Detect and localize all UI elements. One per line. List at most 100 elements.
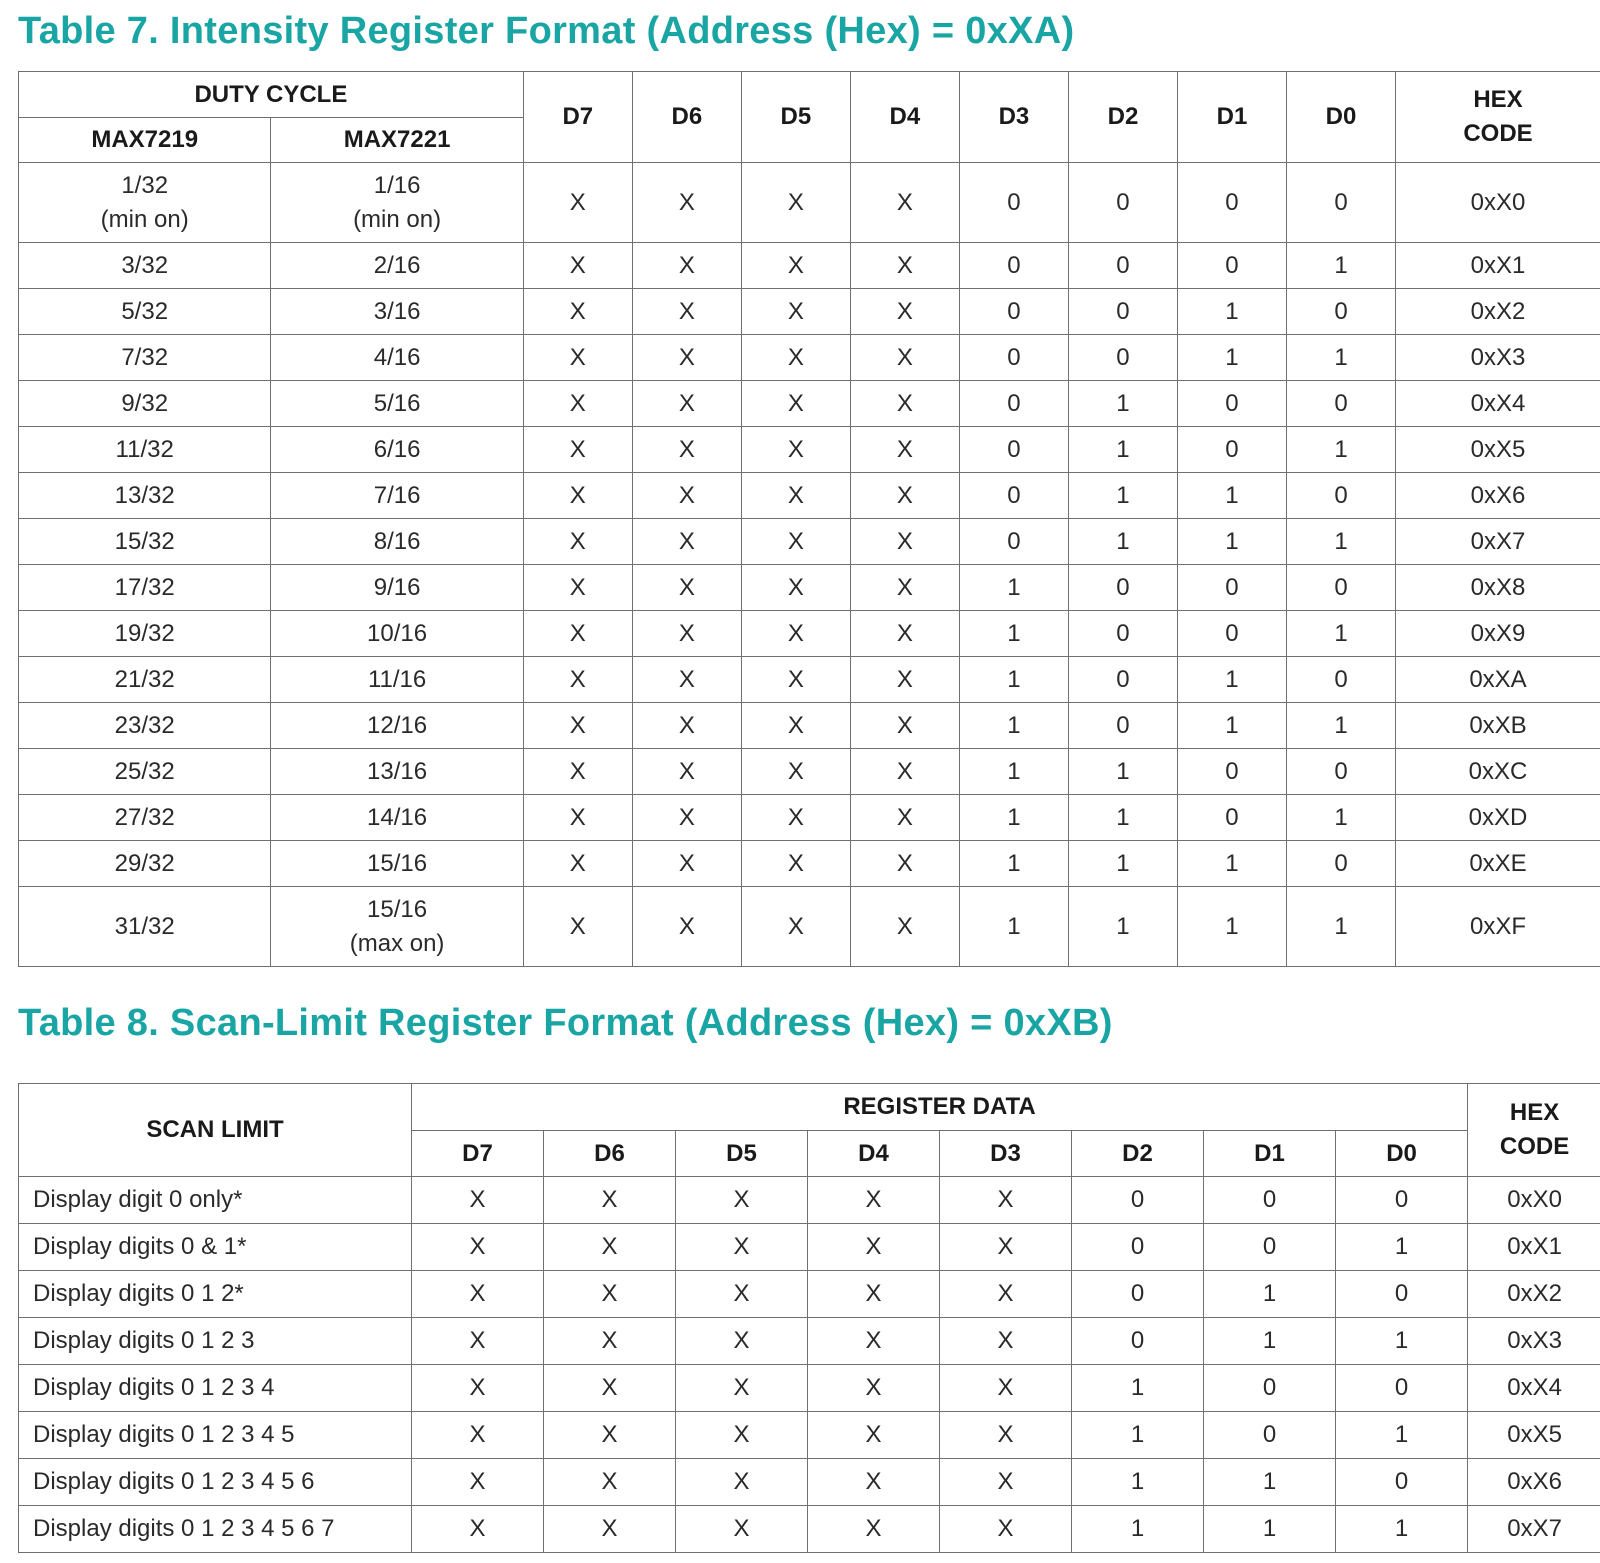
bit-cell-d2: 1 — [1071, 1364, 1204, 1412]
max7219-duty-cell: 29/32 — [17, 840, 272, 887]
bit-cell-d7: X — [411, 1411, 544, 1459]
max7219-duty-cell: 1/32 (min on) — [17, 162, 272, 243]
bit-cell-d0: 0 — [1334, 1176, 1469, 1224]
bit-cell-d7: X — [411, 1270, 544, 1318]
bit-cell-d3: X — [939, 1411, 1072, 1459]
hex-code-cell: 0xX3 — [1467, 1317, 1600, 1365]
max7221-duty-value: 2/16 — [373, 251, 421, 279]
hex-code-header-line2: CODE — [1499, 1133, 1570, 1160]
bit-cell-d3: 1 — [958, 564, 1069, 611]
max7219-duty-value: 1/32 — [121, 171, 169, 199]
duty-cycle-header: DUTY CYCLE — [18, 71, 524, 118]
bit-cell-d1: 0 — [1176, 162, 1288, 243]
max7221-duty-value: 15/16 — [367, 849, 428, 877]
max7219-duty-cell: 19/32 — [17, 610, 272, 657]
max7219-duty-cell: 3/32 — [17, 242, 272, 289]
hex-code-header-line1: HEX — [1473, 86, 1523, 113]
bit-cell-d4: X — [849, 426, 960, 473]
max7219-duty-value: 21/32 — [114, 665, 175, 693]
bit-cell-d6: X — [543, 1458, 676, 1506]
bit-cell-d5: X — [675, 1411, 808, 1459]
scan-limit-label: Display digits 0 1 2 3 4 5 6 — [18, 1458, 412, 1506]
scan-limit-label: Display digits 0 1 2 3 — [18, 1317, 412, 1365]
bit-cell-d7: X — [522, 794, 633, 841]
max7219-duty-value: 27/32 — [114, 803, 175, 831]
max7219-duty-value: 13/32 — [114, 481, 175, 509]
bit-cell-d3: X — [939, 1176, 1072, 1224]
bit-cell-d1: 0 — [1176, 748, 1288, 795]
bit-cell-d3: 1 — [958, 840, 1069, 887]
bit-cell-d0: 0 — [1285, 162, 1397, 243]
hex-code-cell: 0xX3 — [1395, 334, 1600, 381]
max7221-duty-value: 6/16 — [373, 435, 421, 463]
table-row: 17/32 9/16 X X X X 1 0 0 0 0xX8 — [17, 564, 1600, 611]
bit-cell-d3: X — [939, 1270, 1072, 1318]
bit-cell-d2: 0 — [1067, 610, 1178, 657]
bit-cell-d1: 0 — [1203, 1223, 1336, 1271]
max7221-duty-cell: 15/16 — [270, 840, 524, 887]
bit-cell-d1: 1 — [1203, 1317, 1336, 1365]
bit-cell-d4: X — [849, 702, 960, 749]
bit-cell-d5: X — [675, 1317, 808, 1365]
bit-cell-d4: X — [849, 288, 960, 335]
bit-header-d7: D7 — [522, 71, 633, 163]
bit-cell-d1: 1 — [1176, 702, 1288, 749]
bit-cell-d2: 0 — [1067, 242, 1178, 289]
hex-code-cell: 0xX9 — [1395, 610, 1600, 657]
bit-cell-d3: X — [939, 1317, 1072, 1365]
max7221-duty-value: 4/16 — [373, 343, 421, 371]
bit-cell-d5: X — [740, 564, 851, 611]
bit-cell-d3: 0 — [958, 472, 1069, 519]
bit-header-d7: D7 — [411, 1130, 544, 1177]
max7221-duty-cell: 10/16 — [270, 610, 524, 657]
bit-cell-d6: X — [631, 610, 742, 657]
hex-code-cell: 0xX0 — [1467, 1176, 1600, 1224]
bit-cell-d7: X — [522, 288, 633, 335]
bit-cell-d4: X — [849, 472, 960, 519]
bit-cell-d5: X — [675, 1223, 808, 1271]
max7219-duty-value: 11/32 — [115, 435, 174, 463]
bit-cell-d1: 0 — [1176, 380, 1288, 427]
table-row: Display digits 0 1 2 3 4 X X X X X 1 0 0 0xX4 — [18, 1364, 1600, 1412]
max7221-duty-note: (min on) — [353, 205, 442, 233]
bit-cell-d0: 1 — [1285, 334, 1397, 381]
scan-limit-label: Display digits 0 1 2* — [18, 1270, 412, 1318]
table-7-title: Table 7. Intensity Register Format (Addr… — [18, 10, 1075, 52]
max7219-duty-value: 31/32 — [114, 912, 175, 940]
bit-cell-d6: X — [543, 1411, 676, 1459]
bit-cell-d5: X — [740, 840, 851, 887]
scan-limit-label: Display digits 0 & 1* — [18, 1223, 412, 1271]
scan-limit-register-table: SCAN LIMIT REGISTER DATA HEX CODE D7 D6 D… — [18, 1083, 1600, 1553]
bit-cell-d7: X — [411, 1364, 544, 1412]
bit-cell-d0: 1 — [1285, 610, 1397, 657]
table-row: Display digits 0 1 2 3 4 5 6 7 X X X X X 1 1 1 0x… — [18, 1505, 1600, 1553]
bit-cell-d5: X — [740, 794, 851, 841]
bit-cell-d1: 1 — [1176, 334, 1288, 381]
hex-code-cell: 0xX6 — [1395, 472, 1600, 519]
max7221-duty-cell: 3/16 — [270, 288, 524, 335]
bit-cell-d6: X — [631, 518, 742, 565]
bit-cell-d0: 0 — [1285, 564, 1397, 611]
bit-cell-d6: X — [543, 1223, 676, 1271]
max7219-duty-note: (min on) — [100, 205, 189, 233]
hex-code-cell: 0xXB — [1395, 702, 1600, 749]
max7221-duty-cell: 4/16 — [270, 334, 524, 381]
bit-cell-d4: X — [849, 242, 960, 289]
hex-code-cell: 0xX8 — [1395, 564, 1600, 611]
bit-cell-d2: 0 — [1071, 1270, 1204, 1318]
hex-code-header-line2: CODE — [1463, 120, 1533, 147]
bit-cell-d4: X — [849, 656, 960, 703]
bit-cell-d4: X — [807, 1223, 940, 1271]
bit-cell-d4: X — [849, 748, 960, 795]
bit-cell-d0: 0 — [1285, 472, 1397, 519]
bit-cell-d3: 0 — [958, 242, 1069, 289]
bit-cell-d2: 1 — [1067, 840, 1178, 887]
bit-cell-d6: X — [631, 656, 742, 703]
bit-cell-d2: 1 — [1067, 472, 1178, 519]
bit-cell-d6: X — [631, 472, 742, 519]
bit-cell-d4: X — [849, 886, 960, 967]
table-row: 3/32 2/16 X X X X 0 0 0 1 0xX1 — [17, 242, 1600, 289]
bit-cell-d5: X — [675, 1458, 808, 1506]
table-row: Display digits 0 1 2 3 4 5 6 X X X X X 1 1 0 0xX6 — [18, 1458, 1600, 1506]
max7221-duty-value: 1/16 — [373, 171, 421, 199]
